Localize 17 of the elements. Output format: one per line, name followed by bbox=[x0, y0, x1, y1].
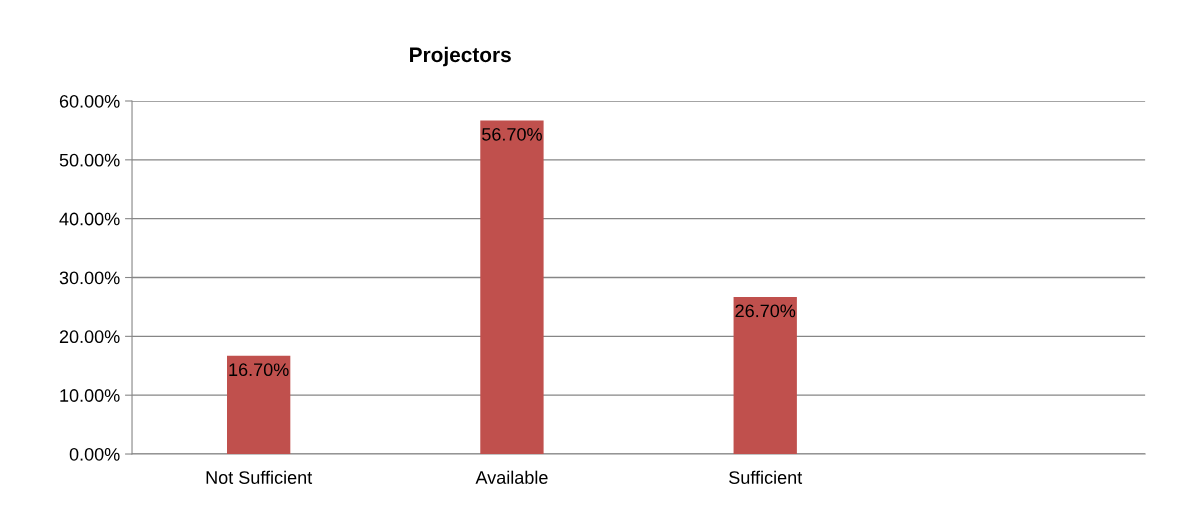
data-label: 56.70% bbox=[482, 127, 542, 141]
y-tick-label: 30.00% bbox=[59, 271, 120, 285]
y-tick-label: 10.00% bbox=[60, 389, 120, 402]
y-tick-label: 60.00% bbox=[59, 94, 120, 108]
data-label: 26.70% bbox=[735, 304, 796, 318]
chart-title: Projectors bbox=[410, 46, 511, 67]
x-tick-label: Not Sufficient bbox=[206, 470, 313, 484]
bar bbox=[733, 296, 797, 455]
data-label: 16.70% bbox=[229, 363, 289, 377]
bar bbox=[227, 355, 291, 455]
y-tick-label: 40.00% bbox=[59, 212, 120, 226]
y-tick-label: 20.00% bbox=[59, 330, 120, 344]
y-tick-label: 50.00% bbox=[59, 153, 120, 167]
x-tick-label: Sufficient bbox=[729, 470, 803, 484]
bar bbox=[480, 120, 544, 455]
y-tick-label: 0.00% bbox=[69, 447, 120, 461]
x-tick-label: Available bbox=[475, 470, 548, 484]
